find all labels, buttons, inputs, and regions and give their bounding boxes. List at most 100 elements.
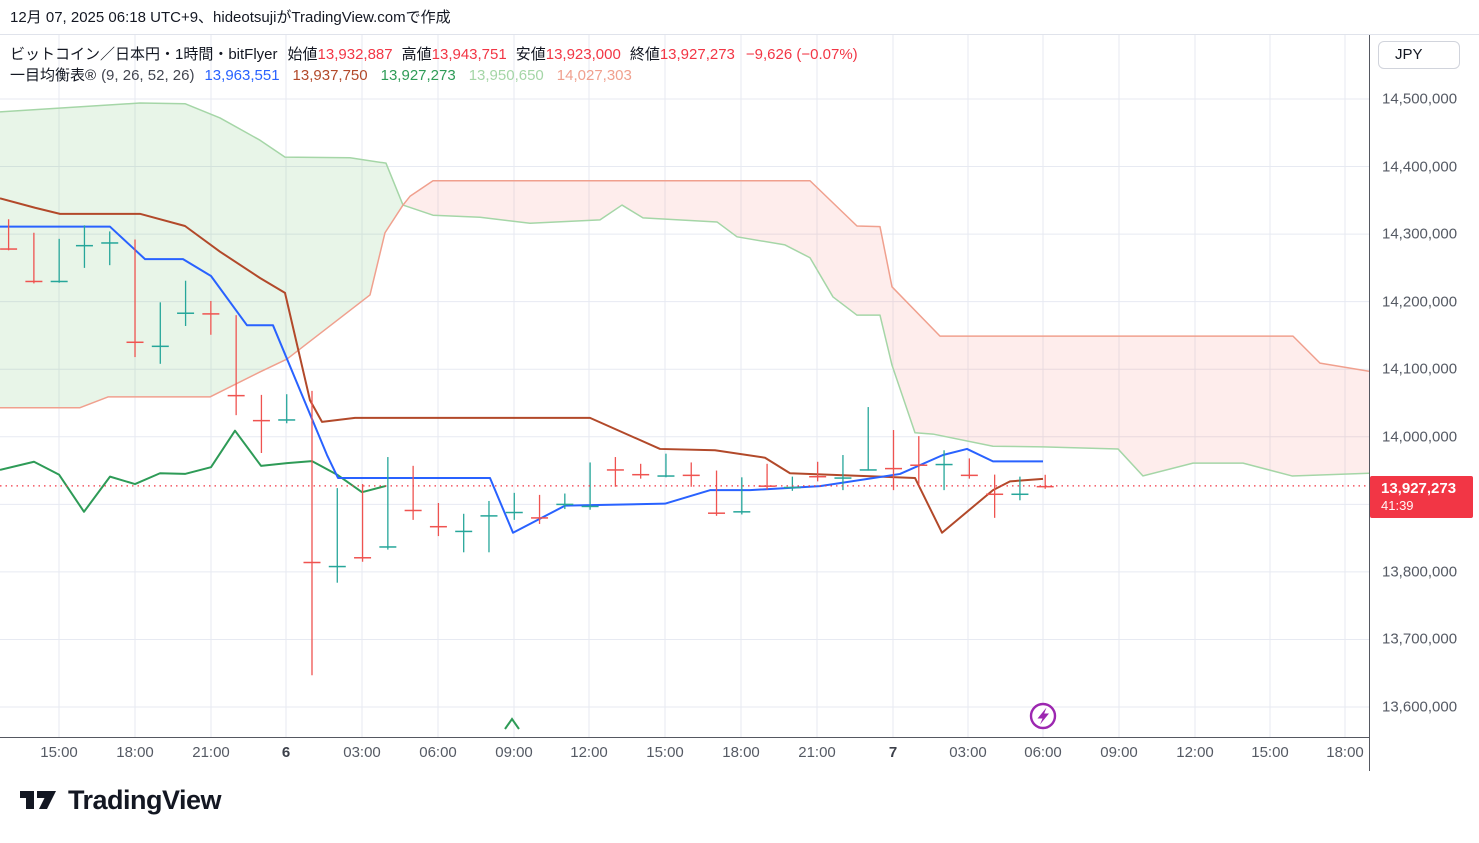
time-tick-label: 06:00 [1024,744,1062,761]
candle-up [1011,493,1029,496]
candle-up [75,244,93,247]
candle-up [328,565,346,568]
tenkan-line [0,225,1043,534]
senkou_b-line [0,179,1369,409]
snapshot-attribution: 12月 07, 2025 06:18 UTC+9、hideotsujiがTrad… [0,0,1479,35]
indicator-params: (9, 26, 52, 26) [101,67,195,84]
footer: TradingView [0,771,1479,843]
candle-down [202,313,220,315]
time-tick-label: 18:00 [722,744,760,761]
price-tick-label: 13,700,000 [1382,630,1458,648]
candle-down [632,473,650,476]
candle-down [910,464,928,466]
candle-up [151,345,169,348]
candle-down [303,561,321,564]
candle-down [0,248,18,250]
tenkan-value: 13,963,551 [204,67,280,84]
price-tick-label: 14,400,000 [1382,158,1458,176]
axis-separator-horizontal [0,737,1369,738]
price-axis[interactable]: JPY 13,927,273 41:39 14,500,000 14,400,00… [1370,35,1479,771]
time-tick-label: 18:00 [116,744,154,761]
candle-down [1036,485,1054,488]
time-axis[interactable]: 15:00 18:00 21:00 6 03:00 06:00 09:00 12:00 15:0… [0,738,1369,771]
candle-up [379,546,397,548]
candle-down [708,512,726,514]
last-price-value: 13,927,273 [1381,479,1457,497]
kijun-value: 13,937,750 [292,67,368,84]
bar-countdown: 41:39 [1381,497,1414,513]
candle-up [50,280,68,283]
candle-down [606,469,624,471]
symbol-legend-row[interactable]: ビットコイン／日本円・1時間・bitFlyer 始値13,932,887 高値1… [10,43,858,64]
senkou_a-line [0,102,1369,477]
candle-up [657,475,675,477]
candle-up [733,511,751,513]
candle-up [480,515,498,517]
candle-down [227,394,245,397]
time-tick-label: 12:00 [1176,744,1214,761]
indicator-title: 一目均衡表® [10,67,97,84]
kijun-line [0,197,1044,534]
candle-down [404,509,422,512]
candle-up [101,242,119,244]
time-tick-label: 15:00 [40,744,78,761]
candle-up [834,477,852,479]
price-tick-label: 14,000,000 [1382,428,1458,446]
candle-down [354,557,372,559]
time-tick-label: 03:00 [949,744,987,761]
senkou-b-value: 14,027,303 [556,67,632,84]
candle-down [25,280,43,283]
candle-down [531,517,549,519]
candle-up [556,503,574,506]
candle-down [809,475,827,478]
time-tick-label: 21:00 [798,744,836,761]
indicator-legend-row[interactable]: 一目均衡表® (9, 26, 52, 26) 13,963,551 13,937… [10,64,858,85]
time-tick-label: 06:00 [419,744,457,761]
price-tick-label: 14,500,000 [1382,90,1458,108]
up-chevron-marker [504,717,520,730]
time-tick-label: 18:00 [1326,744,1364,761]
chart-legend: ビットコイン／日本円・1時間・bitFlyer 始値13,932,887 高値1… [10,43,858,85]
tradingview-logo[interactable]: TradingView [18,784,222,816]
time-tick-label: 15:00 [646,744,684,761]
price-tick-label: 14,300,000 [1382,225,1458,243]
last-price-label: 13,927,273 41:39 [1370,475,1473,518]
candle-up [935,463,953,466]
candle-up [859,469,877,471]
candle-down [429,525,447,528]
candle-down [758,485,776,487]
tradingview-logo-icon [20,791,56,809]
candle-down [252,419,270,422]
candle-up [278,419,296,421]
close-value: 終値13,927,273 [629,46,735,63]
candle-up [783,486,801,489]
candle-down [960,474,978,477]
price-tick-label: 14,200,000 [1382,293,1458,311]
chikou-value: 13,927,273 [380,67,456,84]
tradingview-logo-text: TradingView [68,784,222,815]
time-tick-label: 09:00 [495,744,533,761]
time-tick-label: 21:00 [192,744,230,761]
candle-up [505,511,523,514]
open-value: 始値13,932,887 [287,46,393,63]
kumo-cloud-bearish [403,180,1369,476]
time-tick-label: 7 [888,744,898,761]
candle-up [177,312,195,314]
price-change: −9,626 (−0.07%) [745,46,858,63]
time-tick-label: 12:00 [570,744,608,761]
currency-button[interactable]: JPY [1378,41,1460,69]
candle-up [581,505,599,508]
high-value: 高値13,943,751 [401,46,507,63]
kumo-cloud-bullish [0,103,403,408]
price-tick-label: 14,100,000 [1382,360,1458,378]
candle-up [455,530,473,533]
flash-bolt-icon [1037,707,1049,725]
candle-down [986,493,1004,496]
time-tick-label: 15:00 [1251,744,1289,761]
symbol-title: ビットコイン／日本円・1時間・bitFlyer [10,46,278,63]
price-tick-label: 13,800,000 [1382,563,1458,581]
chart-area[interactable]: ビットコイン／日本円・1時間・bitFlyer 始値13,932,887 高値1… [0,35,1369,737]
price-chart-canvas[interactable] [0,35,1369,737]
senkou-a-value: 13,950,650 [468,67,544,84]
